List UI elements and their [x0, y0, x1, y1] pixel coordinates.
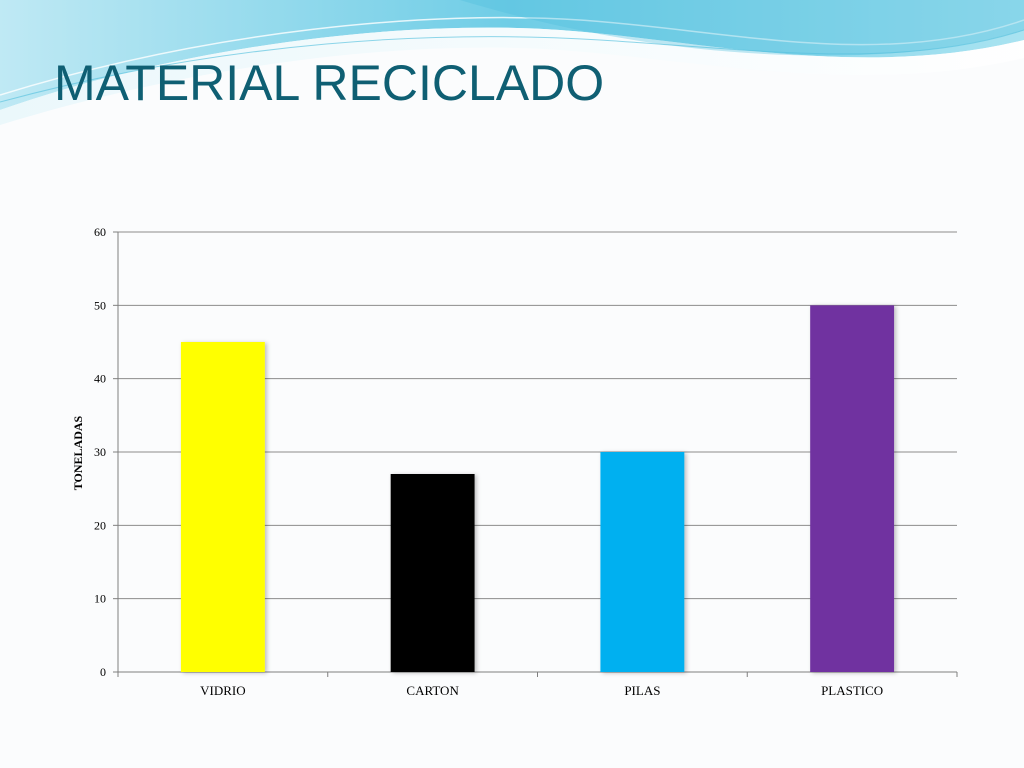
y-tick-label: 50 — [94, 298, 106, 312]
x-tick-label: VIDRIO — [200, 683, 246, 698]
x-tick-label: PILAS — [624, 683, 660, 698]
y-tick-label: 60 — [94, 225, 106, 239]
x-tick-label: CARTON — [406, 683, 459, 698]
bar-vidrio — [180, 342, 265, 672]
y-tick-label: 30 — [94, 445, 106, 459]
y-axis-title: TONELADAS — [71, 415, 85, 490]
slide-title: MATERIAL RECICLADO — [54, 55, 605, 111]
y-tick-label: 0 — [100, 665, 106, 679]
x-axis: VIDRIO CARTON PILAS PLASTICO — [117, 672, 958, 698]
bar-carton — [390, 474, 475, 672]
bar-pilas — [600, 452, 685, 672]
y-tick-label: 20 — [94, 518, 106, 532]
y-tick-label: 10 — [94, 592, 106, 606]
y-axis: 0 10 20 30 40 50 60 — [94, 225, 119, 679]
bars — [180, 305, 895, 672]
wave-banner-decoration — [0, 0, 1024, 125]
bar-plastico — [810, 305, 895, 672]
x-tick-label: PLASTICO — [821, 683, 883, 698]
y-tick-label: 40 — [94, 372, 106, 386]
